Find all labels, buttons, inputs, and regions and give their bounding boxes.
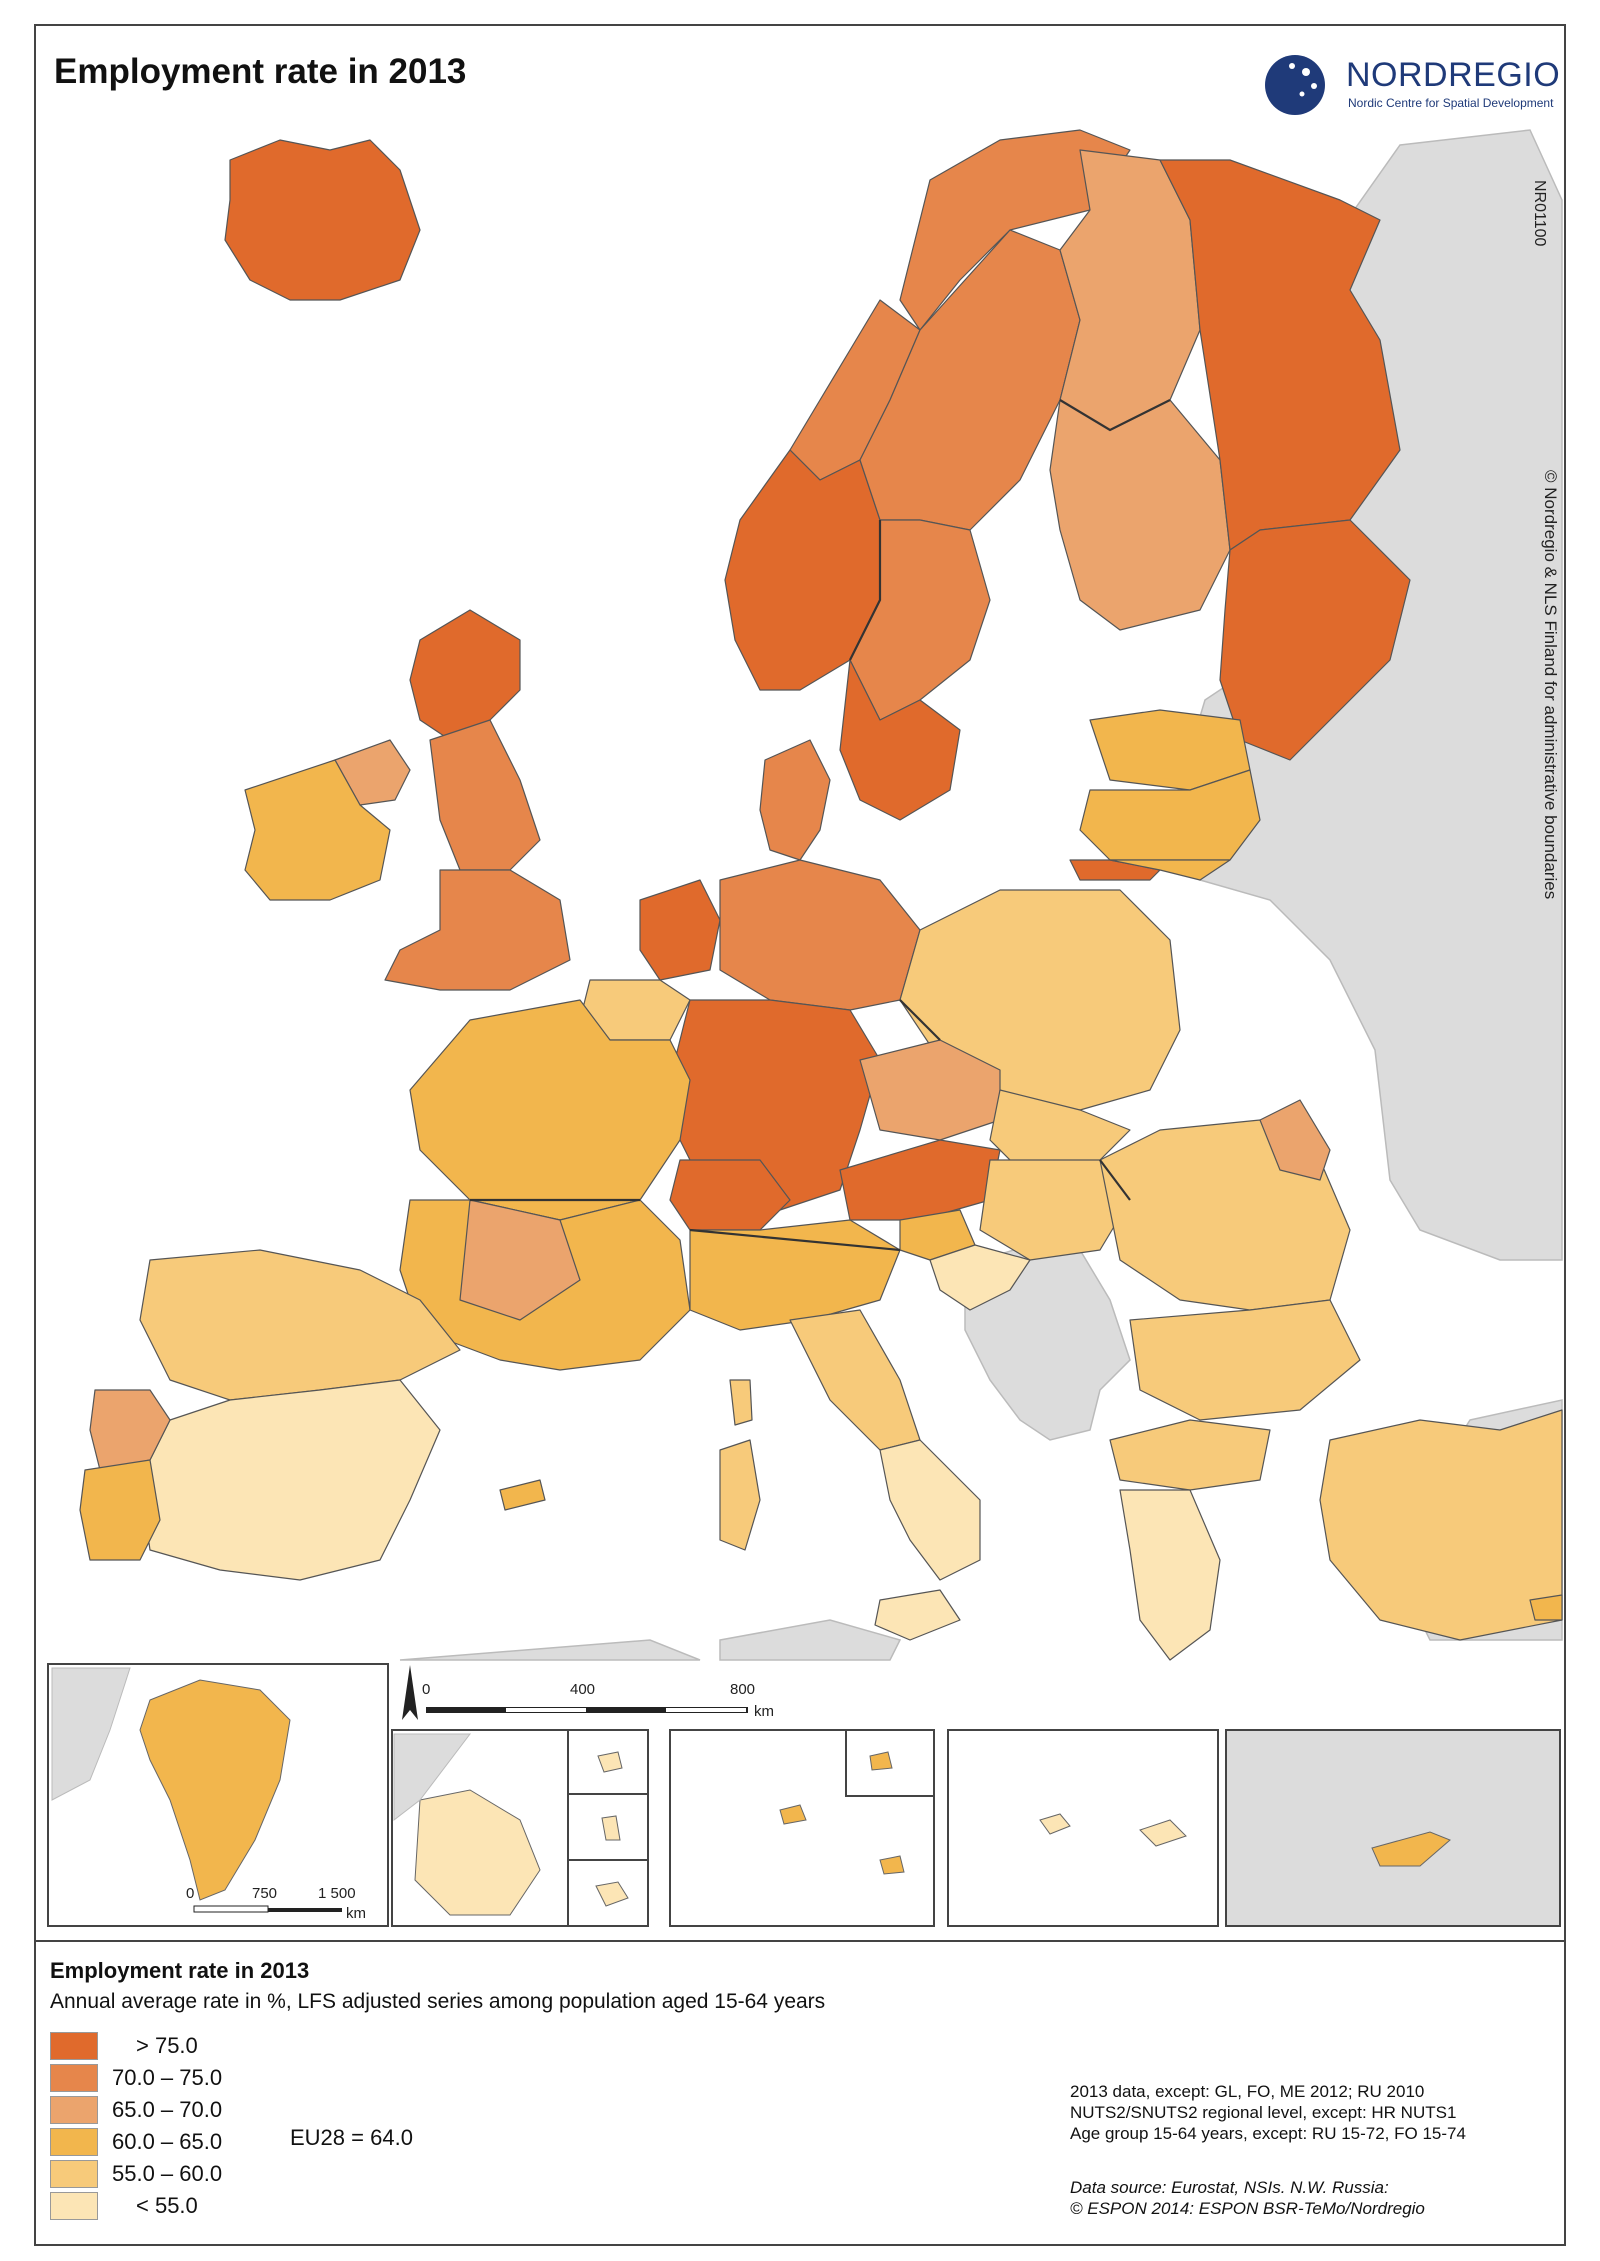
region-sweden-north <box>859 229 1081 531</box>
region-greece-south <box>1119 1489 1221 1661</box>
europe-map: 0 750 1 500 km 0 400 800 km <box>47 129 1563 1927</box>
region-spain-south <box>139 1379 441 1581</box>
north-africa <box>719 1619 902 1661</box>
insets-outermost <box>391 1729 1561 1927</box>
eu-average: EU28 = 64.0 <box>290 2125 413 2150</box>
legend-swatch <box>50 2128 98 2156</box>
greenland-scale-unit: km <box>346 1905 366 1922</box>
guadeloupe <box>597 1751 623 1773</box>
reunion <box>595 1881 629 1907</box>
source-line: Data source: Eurostat, NSIs. N.W. Russia… <box>1070 2178 1389 2197</box>
canada-fragment <box>51 1667 131 1801</box>
main-scale-unit: km <box>754 1703 774 1720</box>
region-bulgaria <box>1129 1299 1361 1421</box>
legend-swatch <box>50 2064 98 2092</box>
region-nw-russia-south <box>1219 519 1411 761</box>
nordregio-globe-icon <box>1265 55 1325 115</box>
region-greece-north <box>1109 1419 1271 1491</box>
data-source: Data source: Eurostat, NSIs. N.W. Russia… <box>1070 2177 1425 2219</box>
region-sicily <box>874 1589 961 1641</box>
region-italy-north <box>689 1219 901 1331</box>
region-italy-south <box>879 1439 981 1581</box>
region-sardinia <box>719 1439 761 1551</box>
region-italy-central <box>789 1309 921 1451</box>
legend-divider <box>36 1940 1564 1942</box>
publisher-name: NORDREGIO <box>1346 56 1561 94</box>
legend-swatch <box>50 2160 98 2188</box>
note-line: Age group 15-64 years, except: RU 15-72,… <box>1070 2124 1466 2143</box>
region-norway-north <box>899 129 1131 331</box>
region-uk-south <box>384 869 571 991</box>
legend-swatch <box>50 2032 98 2060</box>
suriname-fragment <box>393 1733 472 1822</box>
madeira <box>779 1804 807 1825</box>
greenland-landmass <box>139 1679 291 1901</box>
region-france-central <box>459 1199 581 1321</box>
region-lithuania-main <box>1109 859 1231 881</box>
canary-islands <box>1039 1813 1187 1847</box>
region-corsica <box>729 1379 753 1426</box>
north-arrow-icon <box>402 1665 418 1720</box>
martinique <box>601 1815 621 1841</box>
map-code: NR01100 <box>1531 180 1548 247</box>
legend-label: 60.0 – 65.0 <box>112 2129 223 2154</box>
azores-islands <box>879 1855 905 1875</box>
region-croatia <box>929 1244 1031 1311</box>
data-notes: 2013 data, except: GL, FO, ME 2012; RU 2… <box>1070 2081 1466 2144</box>
region-portugal-south <box>79 1459 161 1561</box>
region-norway-west <box>724 449 881 691</box>
region-turkey-west <box>1319 1409 1563 1641</box>
greenland-scale-tick-1: 750 <box>252 1885 277 1902</box>
legend-title: Employment rate in 2013 <box>50 1958 310 1983</box>
nordregio-logo: NORDREGIO Nordic Centre for Spatial Deve… <box>1262 52 1562 122</box>
north-africa-east <box>399 1639 701 1661</box>
greenland-scale-tick-0: 0 <box>186 1885 194 1902</box>
note-line: 2013 data, except: GL, FO, ME 2012; RU 2… <box>1070 2082 1425 2101</box>
region-uk-north <box>429 719 541 871</box>
region-latvia <box>1079 769 1261 861</box>
region-finland-south <box>1049 399 1231 631</box>
region-balearic <box>499 1479 546 1511</box>
source-line: © ESPON 2014: ESPON BSR-TeMo/Nordregio <box>1070 2199 1425 2218</box>
national-borders <box>470 399 1171 1252</box>
region-nw-russia-north <box>1159 159 1401 551</box>
azores-main <box>869 1751 893 1771</box>
legend-swatch <box>50 2096 98 2124</box>
french-guiana <box>414 1789 541 1916</box>
map-title: Employment rate in 2013 <box>54 52 467 91</box>
region-france-north <box>409 999 691 1221</box>
publisher-subtitle: Nordic Centre for Spatial Development <box>1348 96 1554 110</box>
region-cyprus-main <box>1529 1594 1563 1621</box>
region-romania-ne <box>1259 1099 1331 1181</box>
legend-label: > 75.0 <box>136 2033 198 2058</box>
legend-label: 55.0 – 60.0 <box>112 2161 223 2186</box>
greenland-scale-tick-2: 1 500 <box>318 1885 356 1902</box>
legend-label: 70.0 – 75.0 <box>112 2065 223 2090</box>
region-denmark <box>759 739 831 861</box>
inset-greenland: 0 750 1 500 km <box>47 1663 389 1927</box>
legend-label: 65.0 – 70.0 <box>112 2097 223 2122</box>
region-lithuania <box>1069 859 1161 881</box>
side-copyright: © Nordregio & NLS Finland for administra… <box>1541 470 1560 900</box>
eu-regions <box>79 129 1563 1661</box>
region-netherlands <box>639 879 721 981</box>
region-austria <box>839 1139 1001 1221</box>
region-iceland <box>224 139 421 301</box>
legend-subtitle: Annual average rate in %, LFS adjusted s… <box>50 1990 826 2013</box>
main-scale: 0 400 800 km <box>402 1665 774 1720</box>
note-line: NUTS2/SNUTS2 regional level, except: HR … <box>1070 2103 1457 2122</box>
region-sweden-south <box>839 659 961 821</box>
region-scotland <box>409 609 521 741</box>
cyprus <box>1371 1831 1451 1867</box>
main-scale-tick-0: 0 <box>422 1681 430 1698</box>
main-scale-tick-1: 400 <box>570 1681 595 1698</box>
region-germany-north <box>719 859 921 1011</box>
legend-swatch <box>50 2192 98 2220</box>
region-ireland <box>244 759 391 901</box>
main-scale-tick-2: 800 <box>730 1681 755 1698</box>
legend-label: < 55.0 <box>136 2193 198 2218</box>
